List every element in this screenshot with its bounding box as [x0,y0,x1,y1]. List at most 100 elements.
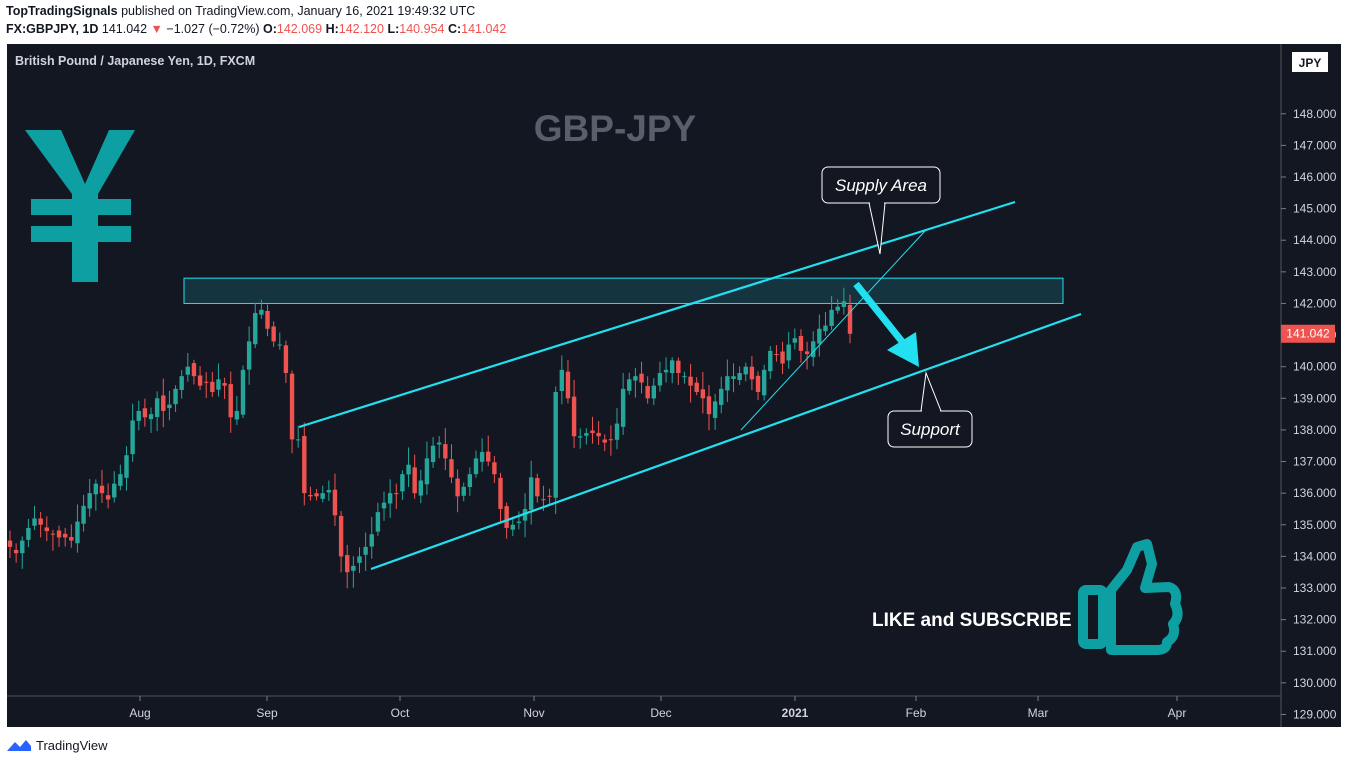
candle-body [295,439,301,441]
candle-body [148,414,154,420]
candle-body [504,506,509,528]
candle-body [44,527,49,532]
channel-lower-line[interactable] [370,312,1082,571]
candle-body [510,524,515,530]
candle-body [565,371,571,399]
y-tick-label: 130.000 [1293,676,1337,690]
candle-body [154,398,160,418]
candle-body [725,376,730,391]
candle-body [486,451,491,462]
candle-body [375,512,381,532]
candle-body [277,344,282,346]
candle-body [289,373,295,440]
supply-zone[interactable] [183,277,1064,304]
candle-body [191,363,197,377]
candle-body [118,474,123,486]
candle-body [547,495,552,497]
candle-body [768,350,773,372]
low-label: L: [387,22,400,36]
candle-body [596,432,601,437]
last-price: 141.042 [101,22,148,36]
candle-body [216,379,221,390]
x-tick-label: Apr [1168,706,1187,720]
rising-trendline[interactable] [740,230,926,431]
y-tick-label: 135.000 [1293,518,1337,532]
candle-body [161,395,166,411]
candle-body [81,505,86,524]
candle-body [639,373,644,383]
y-tick-label: 147.000 [1293,138,1337,152]
x-tick-label: Feb [906,706,927,720]
candle-body [400,474,405,492]
candle-body [712,401,718,418]
candle-body [461,486,466,496]
x-tick-label: Nov [523,706,544,720]
candle-body [112,483,117,498]
y-tick-label: 138.000 [1293,423,1337,437]
candle-body [584,433,589,436]
currency-badge[interactable] [1292,52,1328,72]
tradingview-logo-icon [7,740,31,751]
candle-body [124,455,129,478]
candle-body [823,325,828,332]
candle-body [559,369,565,392]
y-tick-label: 129.000 [1293,707,1337,721]
time-axis[interactable]: Aug Sep Oct Nov Dec 2021 Feb Mar Apr [129,696,1186,720]
symbol-label: FX:GBPJPY, 1D [6,22,99,36]
x-tick-label: Dec [650,706,671,720]
candle-body [142,408,148,418]
candle-body [657,373,663,386]
candle-body [620,388,626,427]
candle-body [669,360,675,374]
y-tick-label: 133.000 [1293,581,1337,595]
candle-body [706,396,712,415]
candle-body [424,458,430,485]
y-tick-label: 148.000 [1293,107,1337,121]
like-subscribe-text: LIKE and SUBSCRIBE [872,610,1072,631]
candle-body [761,369,767,396]
candle-body [651,385,656,399]
candle-body [498,477,503,509]
chart-svg[interactable]: GBP-JPY British Pound / Japanese Yen, 1D… [7,44,1341,727]
candle-body [590,430,595,434]
candle-body [528,477,534,510]
y-tick-label: 140.000 [1293,360,1337,374]
candle-body [553,391,558,498]
x-tick-label: Oct [391,706,410,720]
candle-body [271,326,276,342]
forecast-arrow[interactable] [853,281,907,347]
candle-body [93,483,99,495]
candle-body [443,444,448,459]
candle-body [253,312,258,345]
candles [7,287,853,589]
candle-body [345,555,350,573]
candle-body [234,410,240,420]
candle-body [167,404,172,409]
candle-body [811,341,816,358]
candle-body [338,515,344,557]
candle-body [455,478,460,497]
y-tick-label: 136.000 [1293,486,1337,500]
candle-body [38,518,43,525]
y-tick-label: 145.000 [1293,202,1337,216]
trend-lines[interactable] [298,200,1082,571]
last-price-marker [1281,324,1335,343]
chart-panel[interactable]: GBP-JPY British Pound / Japanese Yen, 1D… [7,44,1341,727]
price-axis[interactable]: 129.000 130.000 131.000 132.000 133.000 134.0… [7,44,1337,727]
support-callout[interactable]: Support [887,371,973,448]
candle-body [737,373,742,381]
candle-body [780,351,785,364]
tradingview-footer[interactable]: TradingView [6,737,108,753]
candle-body [418,480,424,496]
author-name[interactable]: TopTradingSignals [6,4,118,18]
candle-body [578,436,583,438]
x-tick-label: Aug [129,706,150,720]
supply-callout[interactable]: Supply Area [821,166,941,255]
y-tick-label: 143.000 [1293,265,1337,279]
candle-body [320,493,325,499]
candle-body [694,382,699,392]
publish-info: published on TradingView.com, January 16… [121,4,476,18]
candle-body [197,375,203,386]
candle-body [26,527,31,540]
channel-upper-line[interactable] [298,200,1016,429]
